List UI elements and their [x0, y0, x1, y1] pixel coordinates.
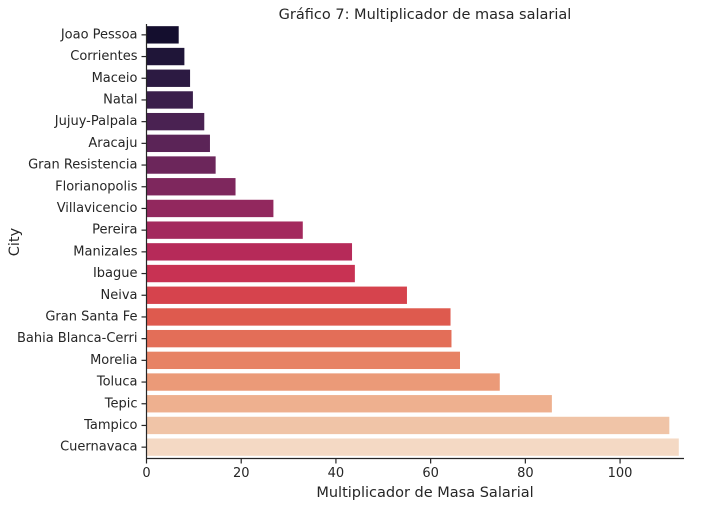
bar-maceio — [146, 69, 191, 87]
y-tick-label: Maceio — [92, 71, 138, 86]
bar-natal — [146, 91, 193, 109]
bar-bahia-blanca-cerri — [146, 329, 452, 348]
y-tick-label: Tampico — [83, 418, 137, 433]
category-labels: Joao Pessoa Corrientes Maceio Natal Jujuy-Pa… — [17, 27, 147, 455]
bar-pereira — [146, 221, 303, 239]
bar-tepic — [146, 395, 552, 413]
bar-neiva — [146, 286, 407, 304]
bar-aracaju — [146, 134, 210, 153]
bar-villavicencio — [146, 199, 274, 218]
bar-gran-resistencia — [146, 156, 216, 174]
y-tick-label: Toluca — [96, 375, 138, 390]
bar-cuernavaca — [146, 438, 679, 456]
bar-jujuy-palpala — [146, 112, 205, 131]
y-tick-label: Jujuy-Palpala — [54, 114, 138, 129]
y-tick-label: Cuernavaca — [60, 440, 137, 455]
y-tick-label: Morelia — [90, 353, 137, 368]
bar-florianopolis — [146, 178, 236, 196]
y-tick-label: Tepic — [104, 396, 138, 411]
bar-corrientes — [146, 47, 185, 66]
y-tick-label: Pereira — [92, 223, 137, 238]
y-tick-label: Gran Resistencia — [28, 158, 137, 173]
bar-gran-santa-fe — [146, 308, 451, 326]
x-tick-label: 80 — [517, 466, 534, 481]
y-tick-label: Manizales — [73, 244, 137, 259]
bar-manizales — [146, 243, 353, 261]
y-tick-label: Neiva — [101, 288, 138, 303]
y-tick-label: Ibague — [93, 266, 138, 281]
y-tick-label: Joao Pessoa — [60, 27, 138, 42]
y-tick-label: Gran Santa Fe — [45, 309, 137, 324]
x-tick-label: 0 — [142, 466, 150, 481]
x-tick-label: 20 — [233, 466, 250, 481]
bar-ibague — [146, 264, 355, 283]
bar-joao-pessoa — [146, 26, 179, 44]
chart-title: Gráfico 7: Multiplicador de masa salaria… — [279, 7, 572, 23]
y-tick-label: Villavicencio — [57, 201, 138, 216]
bars — [146, 26, 679, 456]
y-tick-label: Natal — [103, 92, 137, 107]
y-axis-title: City — [7, 227, 23, 256]
x-axis-ticks: 0 20 40 60 80 100 — [142, 458, 633, 481]
bar-toluca — [146, 373, 500, 391]
y-tick-label: Corrientes — [70, 49, 137, 64]
y-tick-label: Bahia Blanca-Cerri — [17, 331, 138, 346]
y-tick-label: Aracaju — [88, 136, 137, 151]
x-tick-label: 100 — [608, 466, 633, 481]
y-tick-label: Florianopolis — [55, 179, 138, 194]
x-tick-label: 60 — [422, 466, 439, 481]
bar-tampico — [146, 416, 670, 435]
bar-morelia — [146, 351, 461, 370]
x-axis-title: Multiplicador de Masa Salarial — [316, 485, 533, 501]
x-tick-label: 40 — [328, 466, 345, 481]
